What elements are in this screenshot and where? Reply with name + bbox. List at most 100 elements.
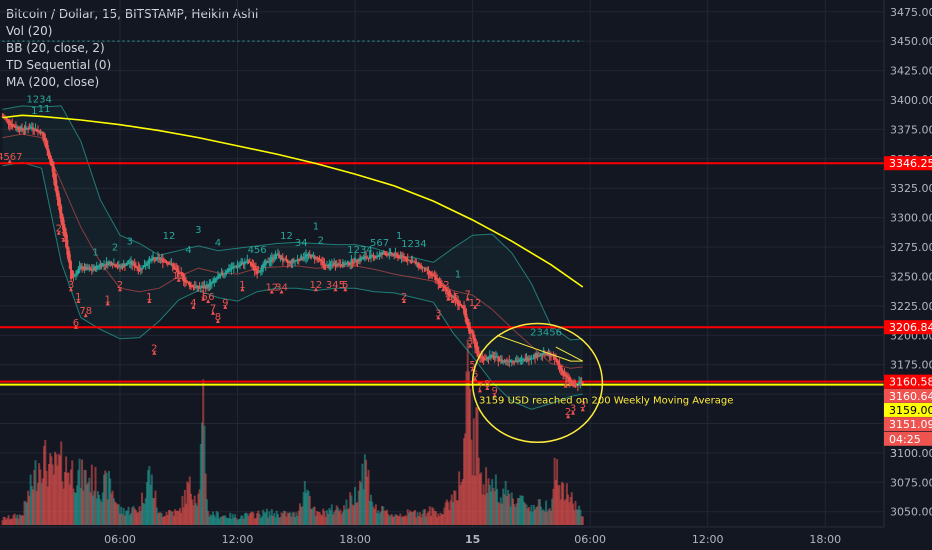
candle-body [548,353,551,358]
td-up-label: 12 [163,231,176,242]
candle-body [46,145,49,156]
candle-body [347,262,350,265]
td-up-label: 1234 [401,239,426,250]
candle-body [203,285,206,288]
candle-body [500,359,503,363]
candle-body [201,285,204,288]
price-axis[interactable]: 3475.003450.003425.003400.003375.003350.… [883,0,932,550]
candle-body [313,255,316,260]
volume-bar [318,511,321,525]
volume-bar [290,516,293,525]
volume-bar [14,518,17,525]
volume-bar [453,490,456,525]
candle-body [436,278,439,281]
candle-body [466,318,469,328]
volume-bar [262,509,265,525]
candle-body [296,258,299,261]
td-down-arrow [343,287,348,292]
candle-body [120,265,123,267]
volume-bar [145,482,148,525]
volume-bar [39,469,42,525]
candle-body [376,255,379,258]
volume-bar [245,512,248,525]
candle-body [498,359,501,361]
volume-bar [357,490,360,525]
candle-body [350,259,353,264]
price-tag [884,417,932,432]
legend-moving-average[interactable]: MA (200, close) [6,75,100,89]
volume-bar [392,516,395,525]
volume-bar [120,506,123,525]
td-down-arrow [201,296,206,301]
volume-bar [33,469,36,525]
volume-bar [221,515,224,525]
volume-bar [541,510,544,525]
candle-body [327,265,330,268]
volume-bar [268,511,271,525]
volume-bar [352,505,355,525]
volume-bar [423,508,426,525]
candle-body [524,359,527,362]
candle-body [148,257,151,264]
candle-body [453,295,456,300]
candle-body [82,268,85,270]
td-down-arrow [441,287,446,292]
candle-body [558,363,561,369]
volume-bar [109,478,112,525]
candle-body [301,257,304,259]
candle-body [84,267,87,270]
candle-body [576,385,579,387]
td-down-arrow [473,376,478,381]
volume-bar [398,516,401,525]
candle-body [87,267,90,270]
volume-bar [520,495,523,525]
candle-body [385,254,388,256]
candle-body [349,263,352,265]
volume-bar [175,510,178,525]
candle-body [279,256,282,258]
td-down-arrow [117,287,122,292]
volume-bar [99,499,102,525]
volume-bar [559,499,562,525]
volume-bar [409,510,412,525]
candle-body [116,266,119,268]
candle-body [164,260,167,262]
candle-body [52,166,55,180]
td-down-arrow [279,289,284,294]
td-up-label: 4 [185,245,191,256]
time-axis[interactable]: 06:00 12:00 18:00 15 06:00 12:00 18:00 [0,526,932,550]
candle-body [12,125,15,127]
td-down-arrow [7,158,12,163]
candle-body [29,126,32,129]
candle-body [141,268,144,270]
candle-body [96,266,99,268]
price-tick-label: 3400.00 [890,94,932,107]
price-tick-label: 3325.00 [890,182,932,195]
td-down-arrow [211,310,216,315]
candle-body [488,355,491,359]
candle-body [117,264,120,267]
volume-bar [57,453,60,525]
td-down-label: 12 [265,283,278,294]
volume-bar [481,494,484,525]
candle-body [63,227,66,238]
legend-bollinger[interactable]: BB (20, close, 2) [6,41,105,55]
candle-body [384,252,387,256]
candle-body [234,266,237,268]
volume-bar [150,474,153,525]
candle-body [545,352,548,355]
price-tick-label: 3225.00 [890,300,932,313]
candle-body [79,265,82,269]
candle-body [515,360,518,362]
candle-body [191,285,194,287]
volume-bar [478,474,481,525]
candle-body [226,268,229,273]
legend-volume[interactable]: Vol (20) [6,24,53,38]
td-down-label: 3 [435,308,441,319]
candle-body [467,323,470,332]
td-down-arrow [56,230,61,235]
candle-body [537,356,540,358]
legend-symbol[interactable]: Bitcoin / Dollar, 15, BITSTAMP, Heikin A… [6,7,259,21]
legend-td-sequential[interactable]: TD Sequential (0) [6,58,112,72]
